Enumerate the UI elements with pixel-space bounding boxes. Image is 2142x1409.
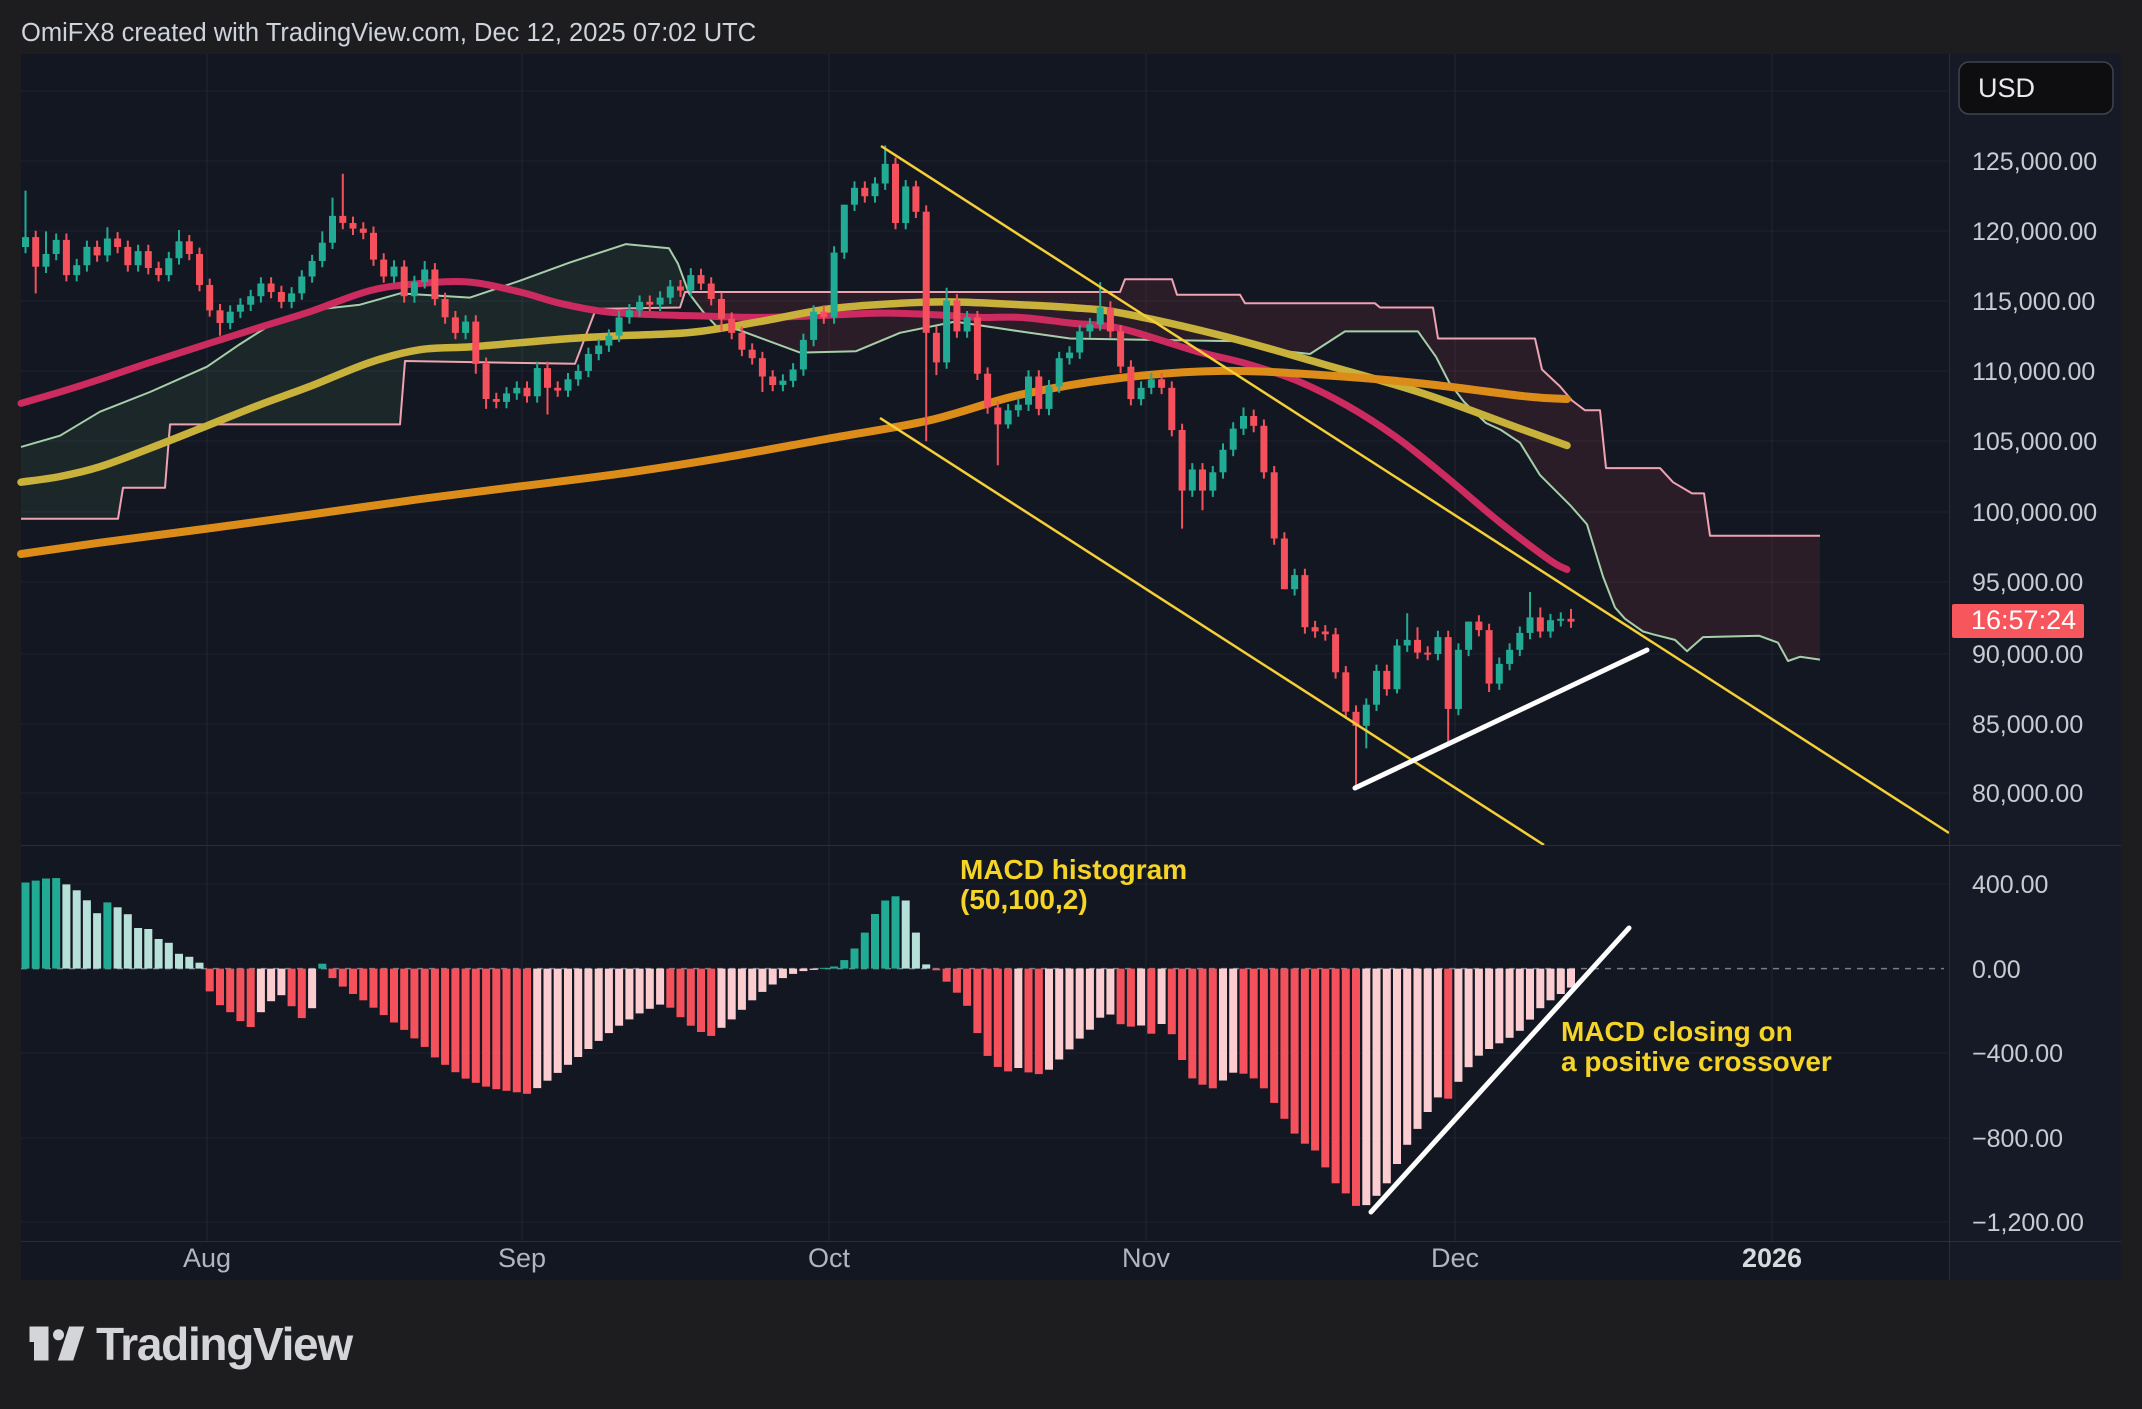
svg-text:0.00: 0.00 [1972, 956, 2021, 984]
svg-text:Dec: Dec [1431, 1243, 1479, 1273]
svg-text:a positive crossover: a positive crossover [1561, 1046, 1832, 1077]
svg-text:95,000.00: 95,000.00 [1972, 569, 2083, 597]
svg-text:85,000.00: 85,000.00 [1972, 711, 2083, 739]
svg-text:TradingView: TradingView [96, 1318, 353, 1370]
svg-text:16:57:24: 16:57:24 [1971, 605, 2076, 635]
svg-text:90,000.00: 90,000.00 [1972, 641, 2083, 669]
svg-text:USD: USD [1978, 73, 2035, 103]
svg-text:125,000.00: 125,000.00 [1972, 148, 2097, 176]
svg-text:115,000.00: 115,000.00 [1972, 288, 2095, 316]
svg-text:OmiFX8 created with TradingVie: OmiFX8 created with TradingView.com, Dec… [21, 19, 756, 47]
svg-text:120,000.00: 120,000.00 [1972, 218, 2097, 246]
svg-text:MACD histogram: MACD histogram [960, 854, 1187, 885]
svg-text:Nov: Nov [1122, 1243, 1171, 1273]
svg-text:−800.00: −800.00 [1972, 1125, 2063, 1153]
svg-text:−1,200.00: −1,200.00 [1972, 1209, 2084, 1237]
svg-text:2026: 2026 [1742, 1243, 1802, 1273]
svg-text:105,000.00: 105,000.00 [1972, 428, 2097, 456]
svg-text:80,000.00: 80,000.00 [1972, 780, 2083, 808]
svg-text:100,000.00: 100,000.00 [1972, 499, 2097, 527]
svg-text:(50,100,2): (50,100,2) [960, 884, 1088, 915]
svg-text:MACD closing on: MACD closing on [1561, 1016, 1793, 1047]
svg-text:110,000.00: 110,000.00 [1972, 358, 2095, 386]
svg-text:Sep: Sep [498, 1243, 546, 1273]
svg-text:Aug: Aug [183, 1243, 231, 1273]
svg-text:−400.00: −400.00 [1972, 1040, 2063, 1068]
svg-text:Oct: Oct [808, 1243, 851, 1273]
svg-text:400.00: 400.00 [1972, 871, 2048, 899]
